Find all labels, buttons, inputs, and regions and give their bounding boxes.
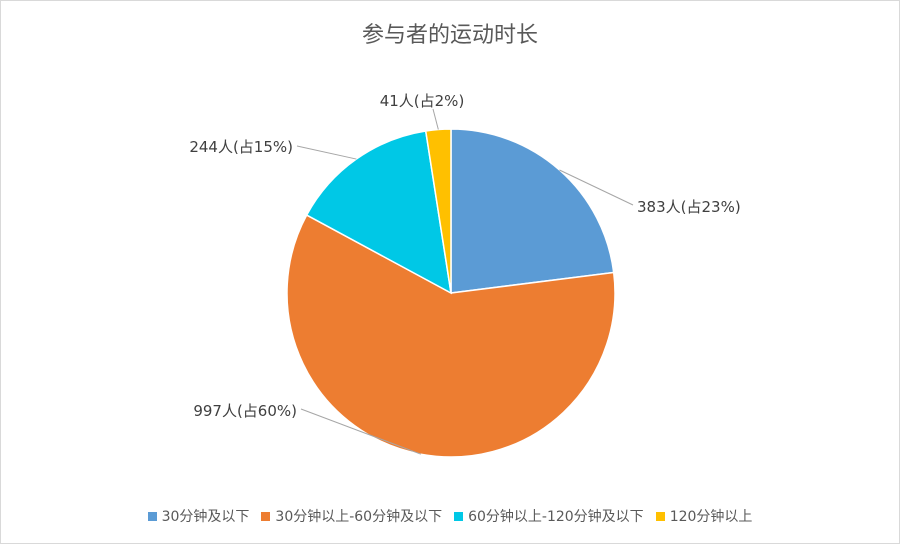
leader-line-2: [300, 408, 422, 455]
pie-slice-4: [424, 128, 452, 294]
legend-swatch: [147, 511, 157, 521]
legend-swatch: [261, 511, 271, 521]
chart-legend: 30分钟及以下 30分钟以上-60分钟及以下 60分钟以上-120分钟及以下 120分…: [1, 506, 899, 526]
legend-label: 60分钟以上-120分钟及以下: [468, 509, 644, 525]
leader-line-3: [296, 145, 357, 160]
legend-label: 30分钟及以下: [161, 509, 250, 525]
chart-title: 参与者的运动时长: [361, 23, 538, 48]
legend-item-2: 30分钟以上-60分钟及以下: [261, 506, 442, 526]
data-label-3: 244人(占15%): [189, 138, 293, 156]
data-label-4: 41人(占2%): [380, 92, 465, 110]
leader-line-1: [559, 169, 634, 206]
pie-slice-3: [305, 130, 452, 295]
legend-item-4: 120分钟以上: [655, 506, 753, 526]
pie-slice-1: [450, 128, 615, 294]
legend-item-1: 30分钟及以下: [147, 506, 250, 526]
legend-swatch: [655, 511, 665, 521]
legend-item-3: 60分钟以上-120分钟及以下: [454, 506, 644, 526]
legend-label: 30分钟以上-60分钟及以下: [275, 509, 443, 525]
data-label-2: 997人(占60%): [193, 402, 297, 420]
legend-label: 120分钟以上: [669, 509, 753, 525]
leader-line-4: [432, 108, 439, 130]
data-label-1: 383人(占23%): [637, 198, 741, 216]
legend-swatch: [454, 511, 464, 521]
